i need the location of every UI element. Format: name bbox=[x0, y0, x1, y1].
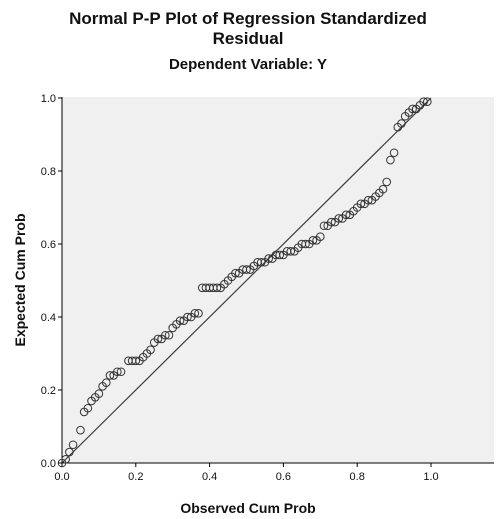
y-tick-label: 0.2 bbox=[41, 385, 56, 397]
data-point bbox=[363, 195, 373, 205]
y-tick-label: 0.8 bbox=[41, 166, 56, 178]
data-point bbox=[275, 250, 285, 260]
data-point bbox=[231, 268, 240, 278]
y-tick-label: 1.0 bbox=[41, 93, 56, 105]
data-point bbox=[94, 389, 104, 398]
data-point bbox=[113, 367, 122, 377]
data-point bbox=[164, 330, 174, 340]
data-point bbox=[397, 119, 406, 128]
data-point bbox=[190, 309, 200, 318]
reference-diagonal-line bbox=[61, 97, 432, 464]
data-point bbox=[341, 210, 351, 220]
data-point bbox=[423, 97, 432, 106]
x-tick-label: 0.2 bbox=[128, 471, 143, 483]
data-point bbox=[386, 155, 395, 165]
data-point bbox=[308, 236, 318, 245]
data-point bbox=[146, 345, 155, 355]
data-point bbox=[153, 334, 163, 344]
x-tick-label: 0.0 bbox=[54, 471, 69, 483]
data-point bbox=[286, 247, 296, 256]
data-point bbox=[389, 148, 399, 158]
data-point bbox=[356, 199, 366, 209]
data-point bbox=[194, 309, 203, 318]
data-point bbox=[83, 403, 93, 413]
y-tick-label: 0.4 bbox=[41, 312, 56, 324]
data-point bbox=[161, 330, 170, 340]
data-point bbox=[419, 97, 428, 106]
data-point bbox=[68, 440, 78, 450]
x-axis-label: Observed Cum Prob bbox=[180, 500, 315, 516]
data-point bbox=[175, 316, 185, 325]
data-point bbox=[301, 239, 310, 249]
data-point bbox=[378, 184, 388, 194]
data-point bbox=[256, 257, 266, 267]
data-point bbox=[319, 221, 329, 231]
chart-title-line-1: Normal P-P Plot of Regression Standardiz… bbox=[69, 9, 427, 28]
data-point bbox=[131, 356, 141, 366]
data-point bbox=[61, 455, 70, 464]
data-point bbox=[334, 214, 344, 223]
x-tick-label: 1.0 bbox=[423, 471, 438, 483]
chart-subtitle: Dependent Variable: Y bbox=[169, 56, 327, 73]
y-tick-label: 0.0 bbox=[41, 458, 56, 470]
x-tick-label: 0.4 bbox=[202, 471, 217, 483]
chart-title-line-2: Residual bbox=[213, 29, 284, 48]
data-point bbox=[242, 265, 251, 274]
data-point bbox=[76, 425, 85, 435]
data-points bbox=[57, 97, 432, 468]
data-point bbox=[105, 371, 115, 380]
data-point bbox=[327, 217, 336, 227]
data-point bbox=[183, 312, 192, 322]
y-tick-label: 0.6 bbox=[41, 239, 56, 251]
data-point bbox=[316, 232, 325, 241]
data-point bbox=[116, 367, 126, 377]
y-axis-label: Expected Cum Prob bbox=[12, 213, 28, 346]
data-point bbox=[408, 104, 417, 114]
x-tick-label: 0.8 bbox=[350, 471, 365, 483]
x-tick-label: 0.6 bbox=[276, 471, 291, 483]
data-point bbox=[382, 177, 392, 187]
data-point bbox=[264, 254, 273, 263]
data-point bbox=[101, 378, 111, 388]
data-point bbox=[65, 447, 74, 457]
plot-area bbox=[62, 97, 494, 463]
axis-ticks: 0.0 0.2 0.4 0.6 0.8 1.0 0.0 0.2 0.4 0.6 0.8 1.0 bbox=[41, 93, 439, 483]
data-point bbox=[212, 283, 222, 293]
